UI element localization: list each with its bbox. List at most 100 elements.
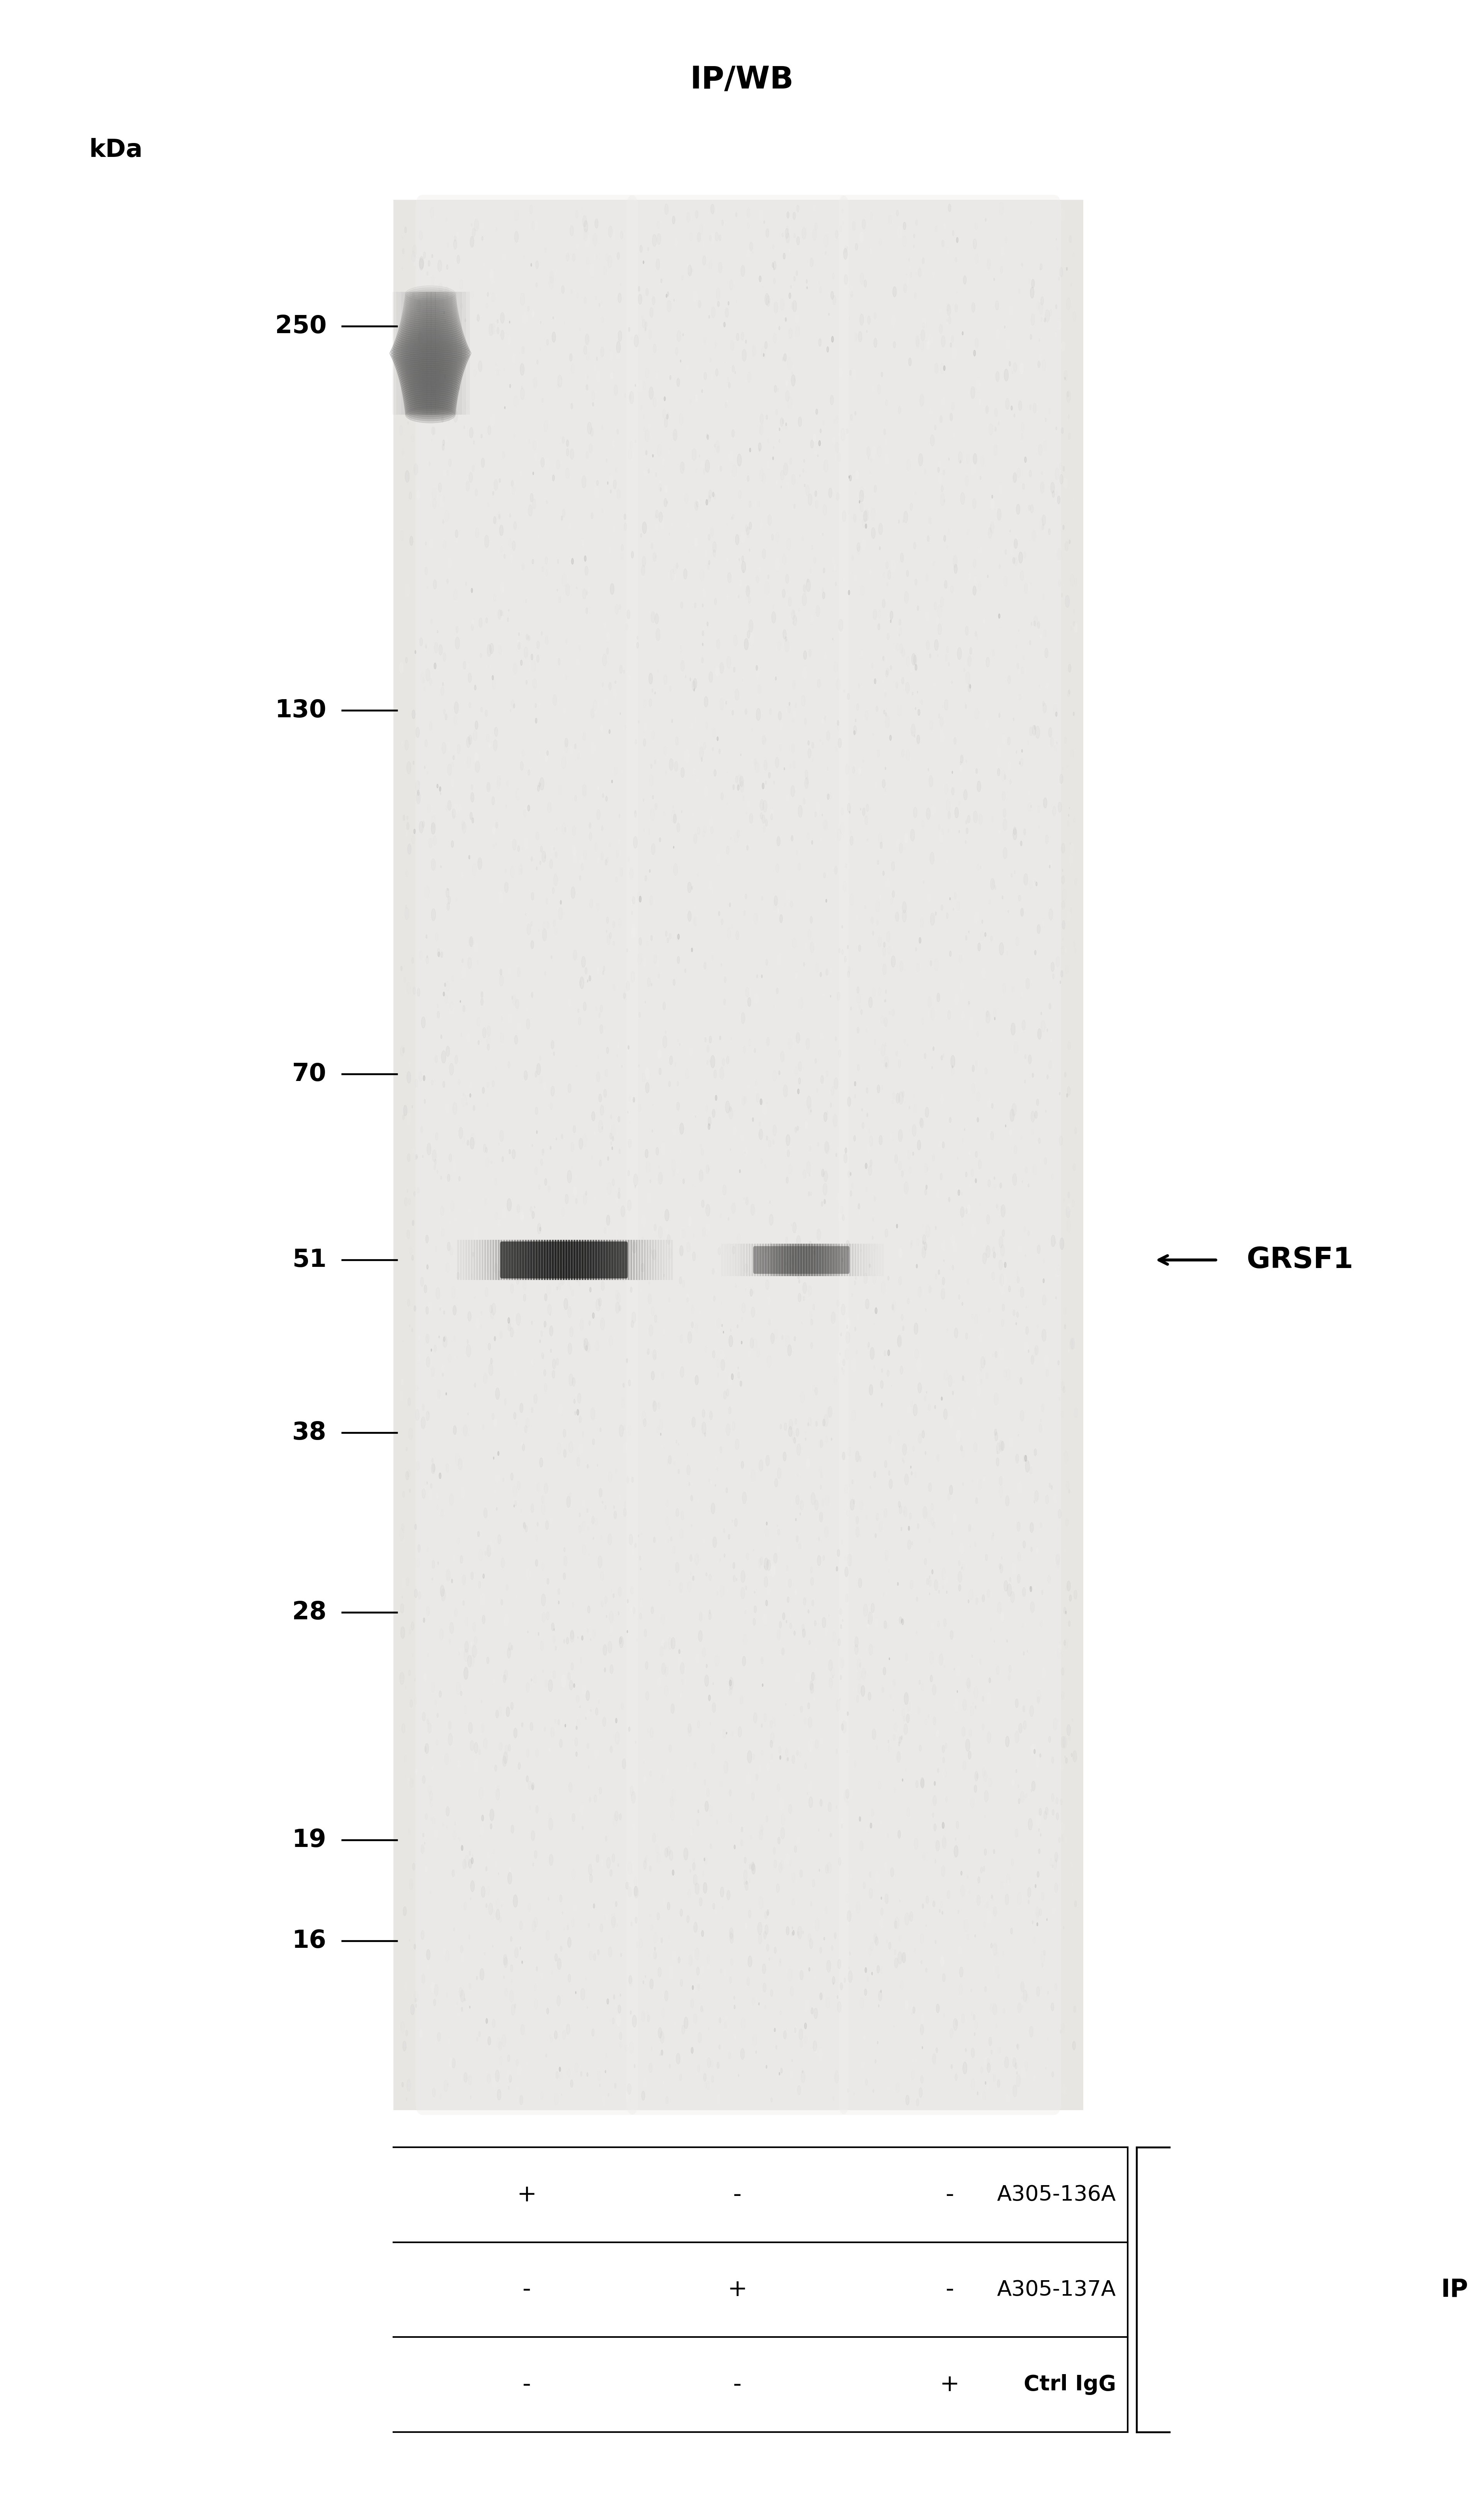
Ellipse shape: [611, 230, 614, 240]
Ellipse shape: [868, 1166, 871, 1176]
Ellipse shape: [742, 1656, 746, 1665]
Ellipse shape: [591, 512, 594, 519]
Ellipse shape: [837, 1960, 841, 1968]
Ellipse shape: [883, 657, 884, 662]
Bar: [464, 1241, 467, 1281]
Ellipse shape: [542, 1593, 546, 1606]
Ellipse shape: [870, 1888, 873, 1898]
Ellipse shape: [1025, 979, 1030, 989]
Ellipse shape: [674, 814, 677, 824]
Ellipse shape: [660, 1646, 663, 1658]
Ellipse shape: [917, 1286, 922, 1298]
Ellipse shape: [510, 479, 513, 487]
Ellipse shape: [785, 574, 789, 584]
Ellipse shape: [692, 682, 696, 692]
Ellipse shape: [433, 427, 436, 434]
Ellipse shape: [772, 612, 776, 624]
Ellipse shape: [689, 1216, 692, 1226]
Ellipse shape: [402, 247, 404, 255]
Ellipse shape: [837, 1353, 840, 1363]
Ellipse shape: [684, 2018, 689, 2028]
Bar: [601, 1241, 603, 1281]
Ellipse shape: [518, 789, 521, 797]
Ellipse shape: [951, 2065, 953, 2068]
Ellipse shape: [1028, 584, 1030, 592]
Text: IP/WB: IP/WB: [690, 65, 794, 95]
Ellipse shape: [493, 1678, 494, 1683]
Ellipse shape: [933, 1900, 935, 1908]
Ellipse shape: [1074, 879, 1077, 886]
Ellipse shape: [436, 1288, 439, 1298]
Ellipse shape: [1011, 1928, 1012, 1935]
Ellipse shape: [978, 1878, 979, 1883]
Bar: [497, 1241, 500, 1281]
Ellipse shape: [877, 447, 881, 457]
Ellipse shape: [855, 1326, 856, 1331]
Ellipse shape: [769, 772, 770, 779]
Ellipse shape: [702, 1199, 705, 1209]
Ellipse shape: [657, 1678, 660, 1685]
Ellipse shape: [938, 1768, 939, 1773]
Bar: [635, 1241, 638, 1281]
Ellipse shape: [573, 1378, 576, 1386]
Ellipse shape: [695, 502, 697, 512]
Ellipse shape: [513, 1728, 516, 1738]
Ellipse shape: [960, 764, 962, 772]
Ellipse shape: [510, 2005, 515, 2015]
Ellipse shape: [416, 2003, 417, 2008]
Ellipse shape: [942, 1281, 944, 1288]
Ellipse shape: [488, 1343, 491, 1351]
Ellipse shape: [1005, 1496, 1009, 1506]
Ellipse shape: [778, 1546, 781, 1553]
Ellipse shape: [1011, 1109, 1014, 1121]
Ellipse shape: [923, 1853, 925, 1860]
Ellipse shape: [767, 1036, 770, 1046]
Ellipse shape: [950, 412, 953, 422]
Ellipse shape: [567, 1496, 570, 1508]
Bar: [496, 1241, 497, 1281]
Ellipse shape: [617, 1194, 620, 1199]
Bar: [784, 1244, 787, 1276]
Ellipse shape: [450, 2058, 453, 2068]
Ellipse shape: [917, 1141, 920, 1151]
Ellipse shape: [789, 292, 791, 300]
Ellipse shape: [824, 1413, 828, 1426]
Ellipse shape: [932, 1623, 933, 1631]
Ellipse shape: [726, 307, 729, 317]
Ellipse shape: [533, 559, 534, 564]
Ellipse shape: [859, 315, 864, 325]
Ellipse shape: [416, 727, 420, 737]
Ellipse shape: [697, 499, 699, 507]
Ellipse shape: [619, 1426, 623, 1436]
Ellipse shape: [907, 657, 910, 667]
Ellipse shape: [877, 749, 880, 757]
Ellipse shape: [598, 1556, 603, 1568]
Ellipse shape: [485, 1273, 488, 1281]
Ellipse shape: [760, 415, 763, 424]
Ellipse shape: [905, 834, 908, 844]
Ellipse shape: [948, 1196, 950, 1201]
Ellipse shape: [1006, 340, 1011, 350]
Ellipse shape: [1030, 1548, 1033, 1553]
Ellipse shape: [684, 494, 689, 504]
Ellipse shape: [669, 375, 671, 380]
Ellipse shape: [991, 1104, 993, 1109]
Ellipse shape: [617, 352, 619, 360]
Ellipse shape: [729, 1406, 732, 1413]
Ellipse shape: [838, 619, 843, 632]
Ellipse shape: [785, 637, 787, 642]
Ellipse shape: [1043, 797, 1048, 809]
Bar: [527, 1241, 530, 1281]
Ellipse shape: [877, 624, 880, 629]
Ellipse shape: [1043, 442, 1046, 449]
Ellipse shape: [405, 290, 456, 307]
Ellipse shape: [405, 227, 407, 232]
Ellipse shape: [540, 1458, 543, 1468]
Ellipse shape: [916, 2097, 919, 2107]
Ellipse shape: [1074, 579, 1077, 587]
Ellipse shape: [895, 1958, 898, 1968]
Ellipse shape: [696, 502, 697, 507]
Ellipse shape: [968, 1001, 969, 1006]
Text: -: -: [522, 2372, 531, 2397]
Ellipse shape: [677, 2053, 680, 2065]
